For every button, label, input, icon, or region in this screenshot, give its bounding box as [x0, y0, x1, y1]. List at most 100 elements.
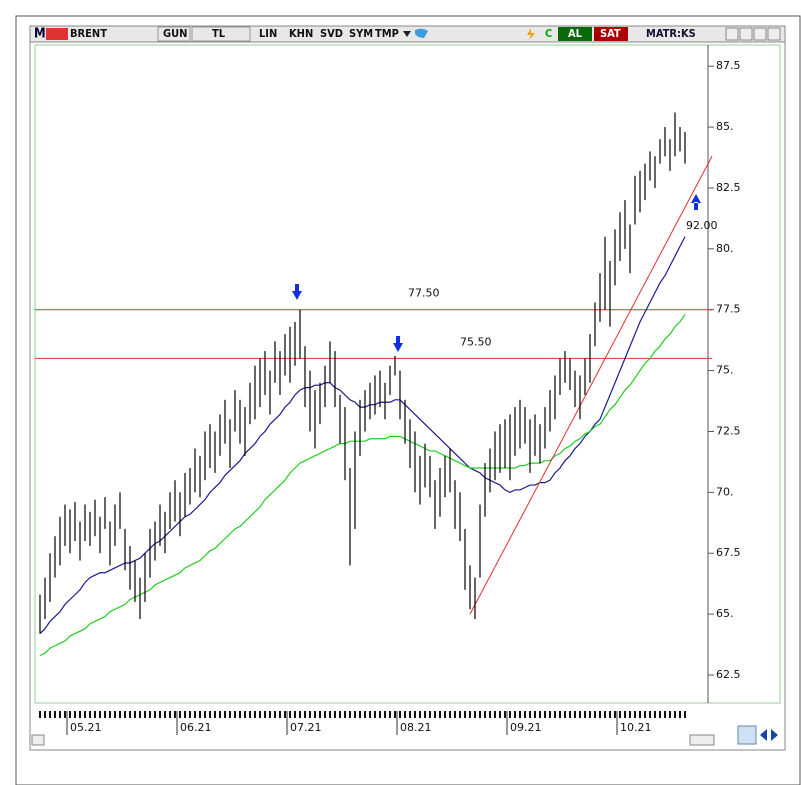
arrow-down — [292, 284, 302, 300]
plot-frame — [34, 44, 781, 704]
scroll-right[interactable] — [689, 734, 715, 746]
win-btn[interactable] — [767, 27, 781, 41]
currency[interactable]: TL — [212, 27, 226, 40]
x-tick — [204, 711, 206, 718]
x-tick — [619, 711, 621, 718]
h-line-label: 77.50 — [408, 287, 440, 300]
buy[interactable]: AL — [568, 27, 583, 40]
scroll-left[interactable] — [31, 734, 45, 746]
x-tick — [499, 711, 501, 718]
x-tick — [259, 711, 261, 718]
x-tick — [494, 711, 496, 718]
x-tick — [514, 711, 516, 718]
x-tick — [439, 711, 441, 718]
period[interactable]: GUN — [163, 27, 187, 40]
x-tick — [414, 711, 416, 718]
x-tick — [304, 711, 306, 718]
x-tick — [454, 711, 456, 718]
x-tick — [329, 711, 331, 718]
x-tick — [144, 711, 146, 718]
x-tick — [54, 711, 56, 718]
y-tick-label: 75. — [716, 364, 734, 377]
x-tick — [99, 711, 101, 718]
sell-bg[interactable] — [594, 27, 628, 41]
button[interactable] — [191, 26, 251, 42]
button[interactable] — [157, 26, 191, 42]
x-tick — [149, 711, 151, 718]
x-tick — [354, 711, 356, 718]
x-tick — [229, 711, 231, 718]
y-tick-label: 82.5 — [716, 181, 741, 194]
x-tick-label: 07.21 — [290, 721, 322, 734]
x-tick — [239, 711, 241, 718]
x-tick — [534, 711, 536, 718]
x-tick — [119, 711, 121, 718]
x-tick — [464, 711, 466, 718]
x-tick-label: 05.21 — [70, 721, 102, 734]
x-tick — [644, 711, 646, 718]
x-tick — [49, 711, 51, 718]
x-tick — [584, 711, 586, 718]
x-tick — [174, 711, 176, 718]
x-tick — [574, 711, 576, 718]
button-lin[interactable]: LIN — [259, 27, 277, 40]
y-tick-label: 77.5 — [716, 303, 741, 316]
x-tick — [559, 711, 561, 718]
x-tick — [664, 711, 666, 718]
button-sym[interactable]: SYM — [349, 27, 373, 40]
symbol[interactable]: BRENT — [70, 27, 107, 40]
x-tick — [84, 711, 86, 718]
x-tick — [509, 711, 511, 718]
trend-line — [469, 156, 713, 615]
x-tick-label: 09.21 — [510, 721, 542, 734]
h-line-label: 75.50 — [460, 335, 492, 348]
button-tmp[interactable]: TMP — [375, 27, 399, 40]
x-tick — [314, 711, 316, 718]
x-tick — [684, 711, 686, 718]
x-tick — [319, 711, 321, 718]
x-tick — [124, 711, 126, 718]
x-tick — [189, 711, 191, 718]
x-tick — [339, 711, 341, 718]
win-btn[interactable] — [753, 27, 767, 41]
x-tick — [344, 711, 346, 718]
win-btn[interactable] — [739, 27, 753, 41]
x-tick — [269, 711, 271, 718]
x-tick — [419, 711, 421, 718]
x-tick — [444, 711, 446, 718]
x-tick — [524, 711, 526, 718]
x-tick — [94, 711, 96, 718]
refresh-btn[interactable] — [737, 725, 757, 745]
win-btn[interactable] — [725, 27, 739, 41]
x-tick — [109, 711, 111, 718]
x-tick — [489, 711, 491, 718]
button-svd[interactable]: SVD — [320, 27, 343, 40]
x-tick — [159, 711, 161, 718]
x-tick — [169, 711, 171, 718]
twitter-icon[interactable] — [415, 28, 428, 38]
x-tick — [39, 711, 41, 718]
x-tick — [74, 711, 76, 718]
moving-average — [39, 236, 686, 635]
c-button[interactable]: C — [545, 27, 552, 40]
sell[interactable]: SAT — [600, 27, 621, 40]
dropdown[interactable] — [403, 31, 411, 37]
x-tick — [209, 711, 211, 718]
x-tick — [129, 711, 131, 718]
x-tick — [504, 711, 506, 718]
x-tick — [249, 711, 251, 718]
x-tick — [629, 711, 631, 718]
button-khn[interactable]: KHN — [289, 27, 313, 40]
nav-arrows[interactable] — [760, 729, 778, 741]
x-tick — [674, 711, 676, 718]
toolbar: M BRENT GUN TL LIN KHN SVD SYM TMP C AL … — [29, 25, 786, 43]
x-tick — [154, 711, 156, 718]
arrow-up — [691, 194, 701, 210]
x-tick — [289, 711, 291, 718]
flash-icon[interactable] — [527, 28, 535, 40]
buy-bg[interactable] — [558, 27, 592, 41]
x-tick — [104, 711, 106, 718]
x-tick — [179, 711, 181, 718]
x-tick — [459, 711, 461, 718]
